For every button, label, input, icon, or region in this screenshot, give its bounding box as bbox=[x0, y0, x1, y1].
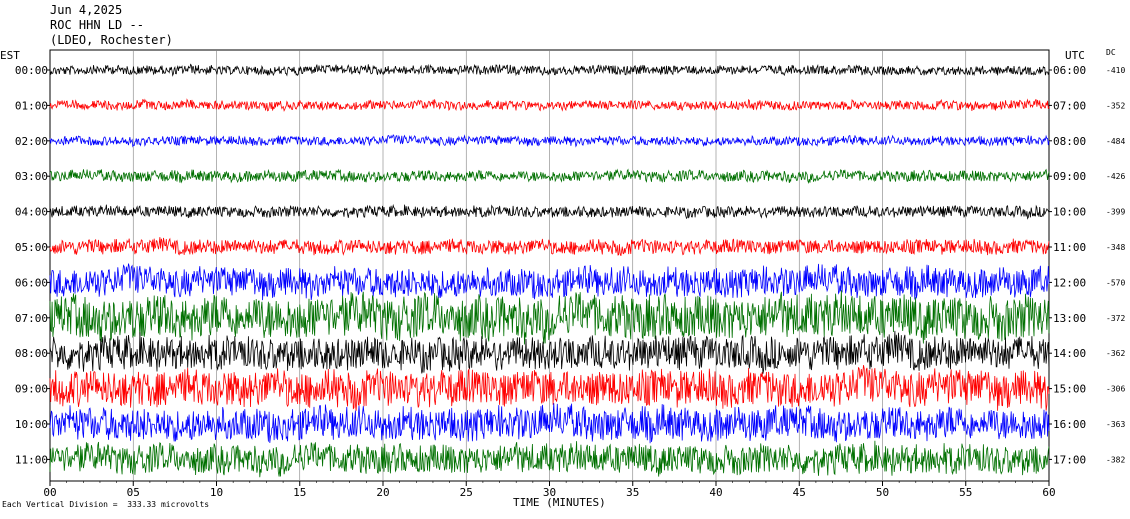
x-tick-label: 05 bbox=[127, 486, 140, 499]
x-tick-label: 10 bbox=[210, 486, 223, 499]
dc-offset-label: -306 bbox=[1106, 385, 1125, 394]
utc-axis-title: UTC bbox=[1065, 49, 1085, 62]
est-row-label: 04:00 bbox=[15, 206, 48, 219]
est-row-label: 10:00 bbox=[15, 418, 48, 431]
x-tick-label: 50 bbox=[876, 486, 889, 499]
header-station: ROC HHN LD -- bbox=[50, 18, 144, 32]
dc-column-title: DC bbox=[1106, 48, 1116, 57]
x-tick-label: 40 bbox=[709, 486, 722, 499]
dc-offset-label: -363 bbox=[1106, 420, 1125, 429]
seismic-trace-0000 bbox=[49, 63, 1050, 77]
est-row-label: 03:00 bbox=[15, 170, 48, 183]
utc-row-label: 13:00 bbox=[1053, 312, 1086, 325]
seismic-trace-1100 bbox=[49, 440, 1050, 478]
utc-row-label: 06:00 bbox=[1053, 64, 1086, 77]
chart-header: Jun 4,2025 ROC HHN LD -- (LDEO, Rocheste… bbox=[50, 3, 173, 48]
seismic-trace-0300 bbox=[49, 168, 1050, 185]
utc-row-label: 10:00 bbox=[1053, 206, 1086, 219]
est-row-label: 11:00 bbox=[15, 453, 48, 466]
seismic-trace-0900 bbox=[49, 365, 1050, 411]
utc-row-label: 11:00 bbox=[1053, 241, 1086, 254]
est-row-label: 07:00 bbox=[15, 312, 48, 325]
est-axis-title: EST bbox=[0, 49, 20, 62]
est-row-label: 08:00 bbox=[15, 347, 48, 360]
x-tick-label: 30 bbox=[543, 486, 556, 499]
utc-row-label: 08:00 bbox=[1053, 135, 1086, 148]
x-axis-label: TIME (MINUTES) bbox=[513, 496, 606, 509]
utc-row-label: 17:00 bbox=[1053, 453, 1086, 466]
utc-row-label: 16:00 bbox=[1053, 418, 1086, 431]
utc-row-label: 12:00 bbox=[1053, 276, 1086, 289]
x-tick-label: 00 bbox=[43, 486, 56, 499]
est-row-label: 06:00 bbox=[15, 276, 48, 289]
est-row-label: 02:00 bbox=[15, 135, 48, 148]
utc-row-label: 09:00 bbox=[1053, 170, 1086, 183]
seismic-trace-0600 bbox=[49, 263, 1050, 301]
dc-offset-label: -372 bbox=[1106, 314, 1125, 323]
utc-row-label: 14:00 bbox=[1053, 347, 1086, 360]
x-tick-label: 25 bbox=[460, 486, 473, 499]
dc-offset-label: -426 bbox=[1106, 172, 1125, 181]
seismic-trace-0500 bbox=[49, 237, 1050, 257]
header-date: Jun 4,2025 bbox=[50, 3, 123, 17]
seismic-trace-0400 bbox=[49, 203, 1050, 220]
est-row-label: 05:00 bbox=[15, 241, 48, 254]
dc-offset-label: -399 bbox=[1106, 208, 1125, 217]
utc-row-label: 15:00 bbox=[1053, 383, 1086, 396]
dc-offset-label: -362 bbox=[1106, 349, 1125, 358]
x-tick-label: 45 bbox=[793, 486, 806, 499]
x-tick-label: 55 bbox=[959, 486, 972, 499]
dc-offset-label: -382 bbox=[1106, 455, 1125, 464]
seismic-trace-0100 bbox=[49, 98, 1050, 112]
dc-offset-label: -352 bbox=[1106, 101, 1125, 110]
seismic-trace-0800 bbox=[49, 330, 1050, 374]
est-row-label: 01:00 bbox=[15, 99, 48, 112]
seismic-trace-0200 bbox=[49, 134, 1050, 148]
dc-offset-label: -410 bbox=[1106, 66, 1125, 75]
dc-offset-label: -570 bbox=[1106, 278, 1125, 287]
est-row-label: 00:00 bbox=[15, 64, 48, 77]
dc-offset-label: -348 bbox=[1106, 243, 1125, 252]
x-tick-label: 15 bbox=[293, 486, 306, 499]
est-row-label: 09:00 bbox=[15, 383, 48, 396]
x-tick-label: 20 bbox=[376, 486, 389, 499]
x-tick-label: 35 bbox=[626, 486, 639, 499]
x-tick-label: 60 bbox=[1042, 486, 1055, 499]
dc-offset-label: -484 bbox=[1106, 137, 1125, 146]
scale-note: Each Vertical Division = 333.33 microvol… bbox=[2, 500, 210, 509]
utc-row-label: 07:00 bbox=[1053, 99, 1086, 112]
seismic-trace-1000 bbox=[49, 403, 1050, 444]
header-network: (LDEO, Rochester) bbox=[50, 33, 173, 47]
seismic-trace-0700 bbox=[49, 290, 1050, 345]
